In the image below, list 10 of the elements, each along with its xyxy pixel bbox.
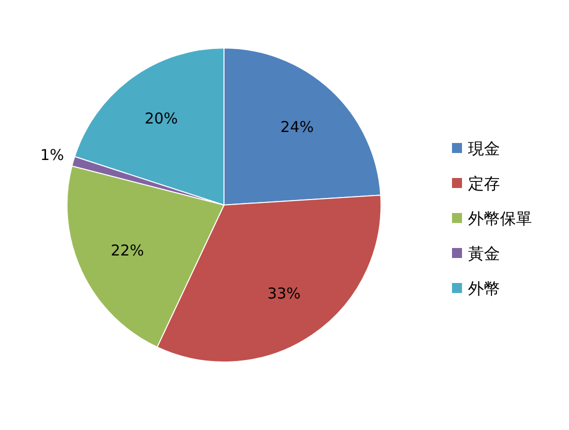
data-label: 33%	[267, 284, 301, 302]
legend-label: 現金	[468, 139, 500, 158]
legend-label: 外幣	[468, 279, 500, 298]
legend-label: 黃金	[468, 244, 500, 263]
legend-label: 定存	[468, 174, 500, 193]
data-label: 24%	[280, 118, 314, 136]
data-label: 20%	[144, 110, 178, 128]
data-label: 1%	[40, 146, 64, 164]
legend-label: 外幣保單	[468, 209, 532, 228]
data-label: 22%	[110, 241, 144, 260]
